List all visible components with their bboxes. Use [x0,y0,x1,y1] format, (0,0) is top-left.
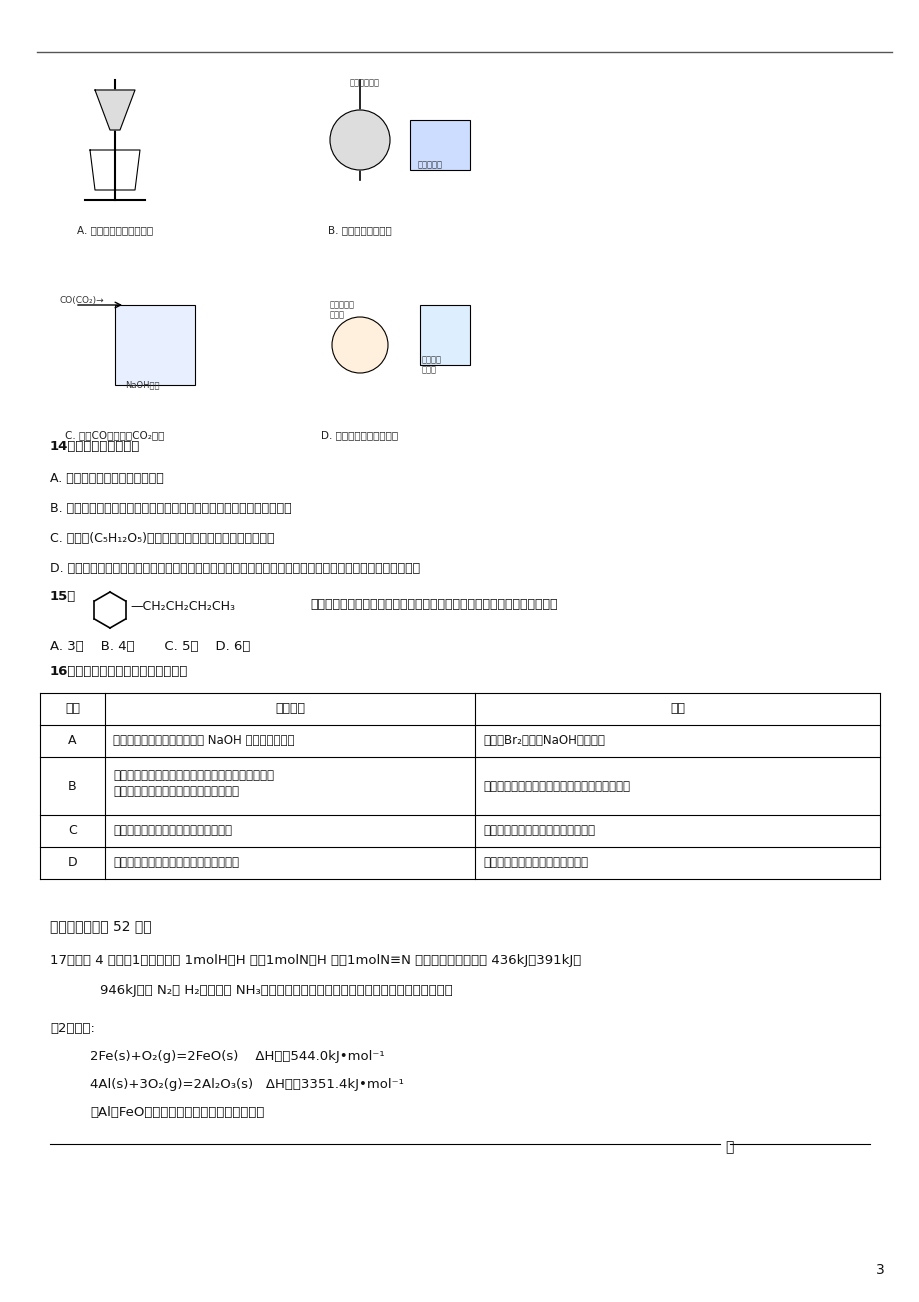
Text: 16、下列对实验方案的评价合理的是: 16、下列对实验方案的评价合理的是 [50,665,188,678]
Text: 15、: 15、 [50,590,76,603]
Text: 则Al和FeO发生铝热反应的热化学方程式为：: 则Al和FeO发生铝热反应的热化学方程式为： [90,1105,264,1118]
Text: 澄清石灰水: 澄清石灰水 [417,160,443,169]
Text: （2）已知:: （2）已知: [50,1022,95,1035]
Circle shape [330,109,390,171]
Text: —CH₂CH₂CH₂CH₃: —CH₂CH₂CH₂CH₃ [130,600,234,613]
Text: 除去溴苯中的少量溴单质：用 NaOH 溶液洗涤、分液: 除去溴苯中的少量溴单质：用 NaOH 溶液洗涤、分液 [113,734,294,747]
Text: A. 蛋白质跟浓盐酸作用时呈黄色: A. 蛋白质跟浓盐酸作用时呈黄色 [50,473,164,486]
Text: 分离乙醇和乙酸：加入过量氢氧化钠，蒸馏分离出乙: 分离乙醇和乙酸：加入过量氢氧化钠，蒸馏分离出乙 [113,769,274,783]
Text: 提取饱和碘水中的碘单质：用乙醇萃取: 提取饱和碘水中的碘单质：用乙醇萃取 [113,824,232,837]
Text: D. 乙酸乙酯制备演示实验: D. 乙酸乙酯制备演示实验 [321,430,398,440]
Text: 17、（共 4 分）（1）已知拆开 1molH－H 键，1molN－H 键，1molN≡N 键分别需要的能量是 436kJ、391kJ、: 17、（共 4 分）（1）已知拆开 1molH－H 键，1molN－H 键，1m… [50,954,581,967]
Text: 选项: 选项 [65,703,80,716]
Text: A. 除去粗盐溶液中不溶物: A. 除去粗盐溶液中不溶物 [77,225,153,234]
Polygon shape [95,90,135,130]
Text: 4Al(s)+3O₂(g)=2Al₂O₃(s)   ΔH＝－3351.4kJ•mol⁻¹: 4Al(s)+3O₂(g)=2Al₂O₃(s) ΔH＝－3351.4kJ•mol… [90,1078,403,1091]
Text: B. 聚乙烯塑料制品可用于食品的包装，而聚氯乙烯不能用于食品包装。: B. 聚乙烯塑料制品可用于食品的包装，而聚氯乙烯不能用于食品包装。 [50,503,291,516]
Text: 14、下列说法正确的是: 14、下列说法正确的是 [50,440,141,453]
Text: A. 3种    B. 4种       C. 5种    D. 6种: A. 3种 B. 4种 C. 5种 D. 6种 [50,641,250,654]
Text: 。: 。 [724,1141,732,1154]
Text: 错误，直接蒸馏即可分离得到纯净的乙醇和乙酸: 错误，直接蒸馏即可分离得到纯净的乙醇和乙酸 [482,780,630,793]
Text: 3: 3 [875,1263,883,1277]
Text: D: D [68,857,77,870]
Text: NaOH溶液: NaOH溶液 [125,380,159,389]
Text: B. 碳酸氢钠受热分解: B. 碳酸氢钠受热分解 [328,225,391,234]
Text: 除去乙烷中混有的少量乙烯：用溴水洗气: 除去乙烷中混有的少量乙烯：用溴水洗气 [113,857,239,870]
Text: CO(CO₂)→: CO(CO₂)→ [60,296,105,305]
Text: A: A [68,734,76,747]
Text: 正确，乙烯能与溴水发生加成反应: 正确，乙烯能与溴水发生加成反应 [482,857,587,870]
Text: 乙醇、乙酸
浓硫酸: 乙醇、乙酸 浓硫酸 [330,299,355,319]
Text: 错误，Br₂不会与NaOH溶液反应: 错误，Br₂不会与NaOH溶液反应 [482,734,604,747]
Text: 醇，再加入过量浓硫酸，蒸馏分离出乙酸: 醇，再加入过量浓硫酸，蒸馏分离出乙酸 [113,785,239,798]
Circle shape [332,316,388,372]
Text: 2Fe(s)+O₂(g)=2FeO(s)    ΔH＝－544.0kJ•mol⁻¹: 2Fe(s)+O₂(g)=2FeO(s) ΔH＝－544.0kJ•mol⁻¹ [90,1049,384,1062]
Bar [420,305,470,365]
Text: 评价: 评价 [669,703,685,716]
Text: C. 除去CO气体中的CO₂气体: C. 除去CO气体中的CO₂气体 [65,430,165,440]
Text: 的同分异构体中，苯环上的一氯代物只有一种的结构有（不考虑立体异构）: 的同分异构体中，苯环上的一氯代物只有一种的结构有（不考虑立体异构） [310,598,557,611]
Bar [410,120,470,171]
Text: 碳酸氢钠粉末: 碳酸氢钠粉末 [349,78,380,87]
Text: 二、填空题（共 52 分）: 二、填空题（共 52 分） [50,919,152,934]
Text: C: C [68,824,77,837]
Text: B: B [68,780,76,793]
Text: 碳酸钠饱
和溶液: 碳酸钠饱 和溶液 [422,355,441,375]
Text: C. 木糖醇(C₅H₁₂O₅)是一种甜味剂，与葡萄糖互为同系物。: C. 木糖醇(C₅H₁₂O₅)是一种甜味剂，与葡萄糖互为同系物。 [50,533,274,546]
Bar [115,305,195,385]
Text: 正确，单质碘易溶于乙醇等有机溶剂: 正确，单质碘易溶于乙醇等有机溶剂 [482,824,595,837]
Text: D. 将一小块钠加入乙醇中，钠浮于乙醇上，缓慢反应生成氢气，说明乙醇中羟基上的氢原子相对于水不活泼。: D. 将一小块钠加入乙醇中，钠浮于乙醇上，缓慢反应生成氢气，说明乙醇中羟基上的氢… [50,562,420,575]
Text: 946kJ，则 N₂与 H₂反应生成 NH₃的热化学方程式为＿＿＿＿＿＿＿＿＿＿＿＿＿＿＿。: 946kJ，则 N₂与 H₂反应生成 NH₃的热化学方程式为＿＿＿＿＿＿＿＿＿＿… [100,984,452,997]
Text: 实验方案: 实验方案 [275,703,305,716]
